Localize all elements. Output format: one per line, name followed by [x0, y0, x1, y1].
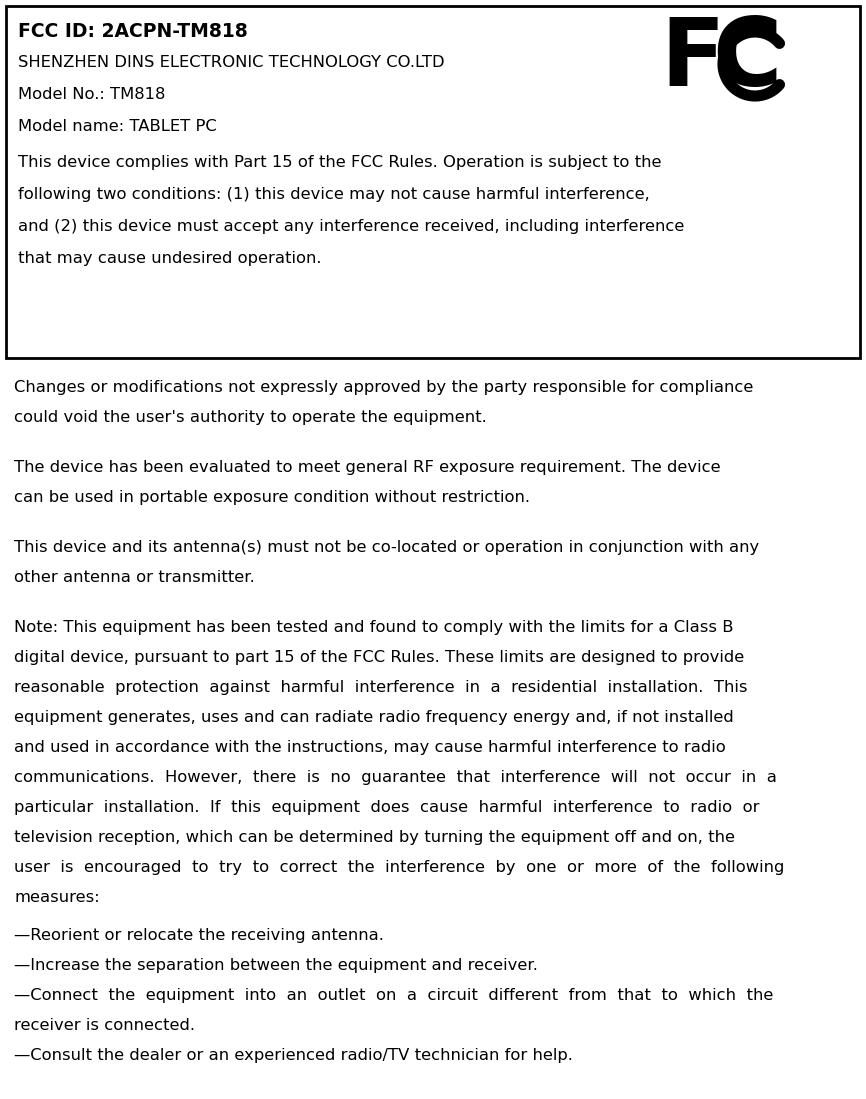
Text: —Consult the dealer or an experienced radio/TV technician for help.: —Consult the dealer or an experienced ra… [14, 1048, 573, 1063]
Text: F: F [660, 14, 725, 106]
Text: can be used in portable exposure condition without restriction.: can be used in portable exposure conditi… [14, 490, 530, 506]
Text: C: C [712, 14, 781, 106]
Text: —Connect  the  equipment  into  an  outlet  on  a  circuit  different  from  tha: —Connect the equipment into an outlet on… [14, 988, 773, 1003]
Text: following two conditions: (1) this device may not cause harmful interference,: following two conditions: (1) this devic… [18, 187, 650, 202]
Text: reasonable  protection  against  harmful  interference  in  a  residential  inst: reasonable protection against harmful in… [14, 680, 747, 695]
Text: digital device, pursuant to part 15 of the FCC Rules. These limits are designed : digital device, pursuant to part 15 of t… [14, 650, 744, 665]
Text: Changes or modifications not expressly approved by the party responsible for com: Changes or modifications not expressly a… [14, 380, 753, 395]
Text: —Increase the separation between the equipment and receiver.: —Increase the separation between the equ… [14, 958, 538, 973]
Text: This device and its antenna(s) must not be co-located or operation in conjunctio: This device and its antenna(s) must not … [14, 540, 759, 555]
Text: and used in accordance with the instructions, may cause harmful interference to : and used in accordance with the instruct… [14, 740, 726, 755]
Text: Note: This equipment has been tested and found to comply with the limits for a C: Note: This equipment has been tested and… [14, 620, 734, 635]
Text: FCC ID: 2ACPN-TM818: FCC ID: 2ACPN-TM818 [18, 22, 248, 41]
Bar [6, 5, 860, 358]
Text: that may cause undesired operation.: that may cause undesired operation. [18, 251, 321, 266]
Text: measures:: measures: [14, 890, 100, 904]
Text: Model name: TABLET PC: Model name: TABLET PC [18, 119, 217, 134]
Text: receiver is connected.: receiver is connected. [14, 1018, 195, 1033]
Text: other antenna or transmitter.: other antenna or transmitter. [14, 570, 255, 585]
Text: —Reorient or relocate the receiving antenna.: —Reorient or relocate the receiving ante… [14, 928, 384, 943]
Text: This device complies with Part 15 of the FCC Rules. Operation is subject to the: This device complies with Part 15 of the… [18, 155, 662, 170]
Text: and (2) this device must accept any interference received, including interferenc: and (2) this device must accept any inte… [18, 219, 684, 234]
Text: television reception, which can be determined by turning the equipment off and o: television reception, which can be deter… [14, 830, 735, 845]
Text: could void the user's authority to operate the equipment.: could void the user's authority to opera… [14, 410, 487, 425]
Text: user  is  encouraged  to  try  to  correct  the  interference  by  one  or  more: user is encouraged to try to correct the… [14, 861, 785, 875]
Text: The device has been evaluated to meet general RF exposure requirement. The devic: The device has been evaluated to meet ge… [14, 460, 721, 475]
Text: Model No.: TM818: Model No.: TM818 [18, 87, 165, 102]
Text: communications.  However,  there  is  no  guarantee  that  interference  will  n: communications. However, there is no gua… [14, 770, 777, 785]
Text: SHENZHEN DINS ELECTRONIC TECHNOLOGY CO.LTD: SHENZHEN DINS ELECTRONIC TECHNOLOGY CO.L… [18, 55, 444, 70]
Text: particular  installation.  If  this  equipment  does  cause  harmful  interferen: particular installation. If this equipme… [14, 800, 759, 815]
Text: equipment generates, uses and can radiate radio frequency energy and, if not ins: equipment generates, uses and can radiat… [14, 710, 734, 725]
